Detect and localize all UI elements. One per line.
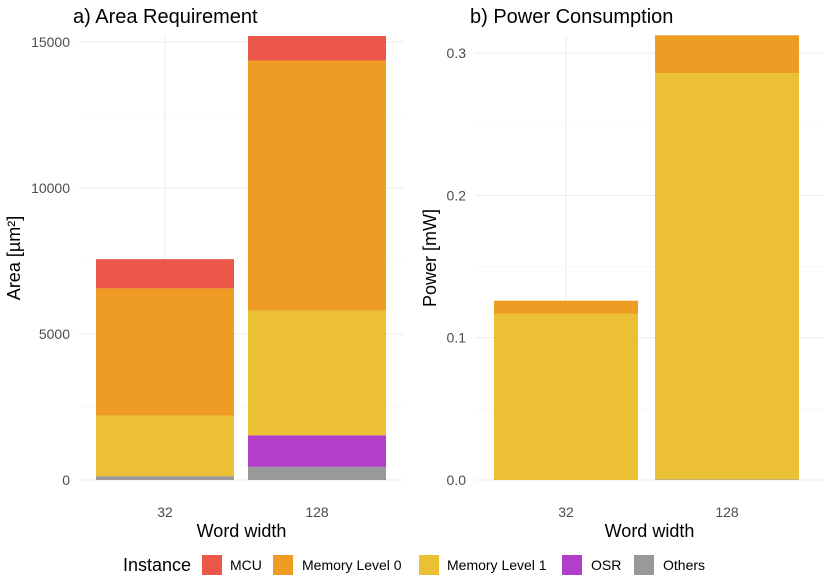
chart-title: a) Area Requirement (73, 6, 258, 28)
legend-key-memory-level-0 (273, 555, 293, 575)
y-tick-label: 0 (62, 472, 70, 488)
bar-memory-level-1-32 (494, 313, 638, 480)
bar-memory-level-0-128 (655, 35, 799, 73)
x-axis-title: Word width (605, 521, 695, 541)
bar-memory-level-0-32 (96, 288, 234, 416)
bar-others-32 (96, 476, 234, 480)
legend-key-memory-level-1 (419, 555, 439, 575)
bar-memory-level-1-128 (248, 310, 386, 436)
y-tick-label: 10000 (31, 180, 70, 196)
bar-mcu-128 (248, 36, 386, 61)
y-tick-label: 0.1 (447, 330, 467, 346)
bar-mcu-32 (96, 259, 234, 289)
legend-label: Memory Level 0 (302, 557, 402, 573)
y-tick-label: 0.2 (447, 187, 467, 203)
bar-osr-128 (248, 435, 386, 467)
y-axis-title: Power [mW] (420, 209, 440, 307)
area-panel: 0 5000 10000 15000 32 128 a) Area Requirement W… (4, 6, 404, 541)
power-panel: 0.0 0.1 0.2 0.3 32 128 b) Power Consumption Wor… (420, 6, 824, 541)
bar-memory-level-0-32 (494, 300, 638, 314)
legend: Instance MCU Memory Level 0 Memory Level 1 O… (123, 555, 705, 575)
x-tick-label: 128 (715, 504, 739, 520)
bar-memory-level-1-32 (96, 415, 234, 477)
y-tick-label: 0.0 (447, 472, 467, 488)
x-tick-label: 32 (558, 504, 574, 520)
legend-key-mcu (202, 555, 222, 575)
y-tick-label: 0.3 (447, 45, 467, 61)
x-tick-label: 32 (157, 504, 173, 520)
y-tick-label: 15000 (31, 34, 70, 50)
bar-memory-level-0-128 (248, 60, 386, 311)
y-tick-label: 5000 (39, 326, 70, 342)
legend-label: Others (663, 557, 705, 573)
y-axis-title: Area [µm²] (4, 216, 24, 300)
bar-others-128 (655, 479, 799, 480)
x-tick-label: 128 (305, 504, 329, 520)
bar-others-128 (248, 466, 386, 480)
legend-label: MCU (230, 557, 262, 573)
legend-title: Instance (123, 555, 191, 575)
legend-key-osr (562, 555, 582, 575)
bar-memory-level-1-128 (655, 73, 799, 480)
legend-label: Memory Level 1 (447, 557, 547, 573)
chart-title: b) Power Consumption (470, 6, 673, 28)
x-axis-title: Word width (197, 521, 287, 541)
legend-key-others (634, 555, 654, 575)
legend-label: OSR (591, 557, 621, 573)
